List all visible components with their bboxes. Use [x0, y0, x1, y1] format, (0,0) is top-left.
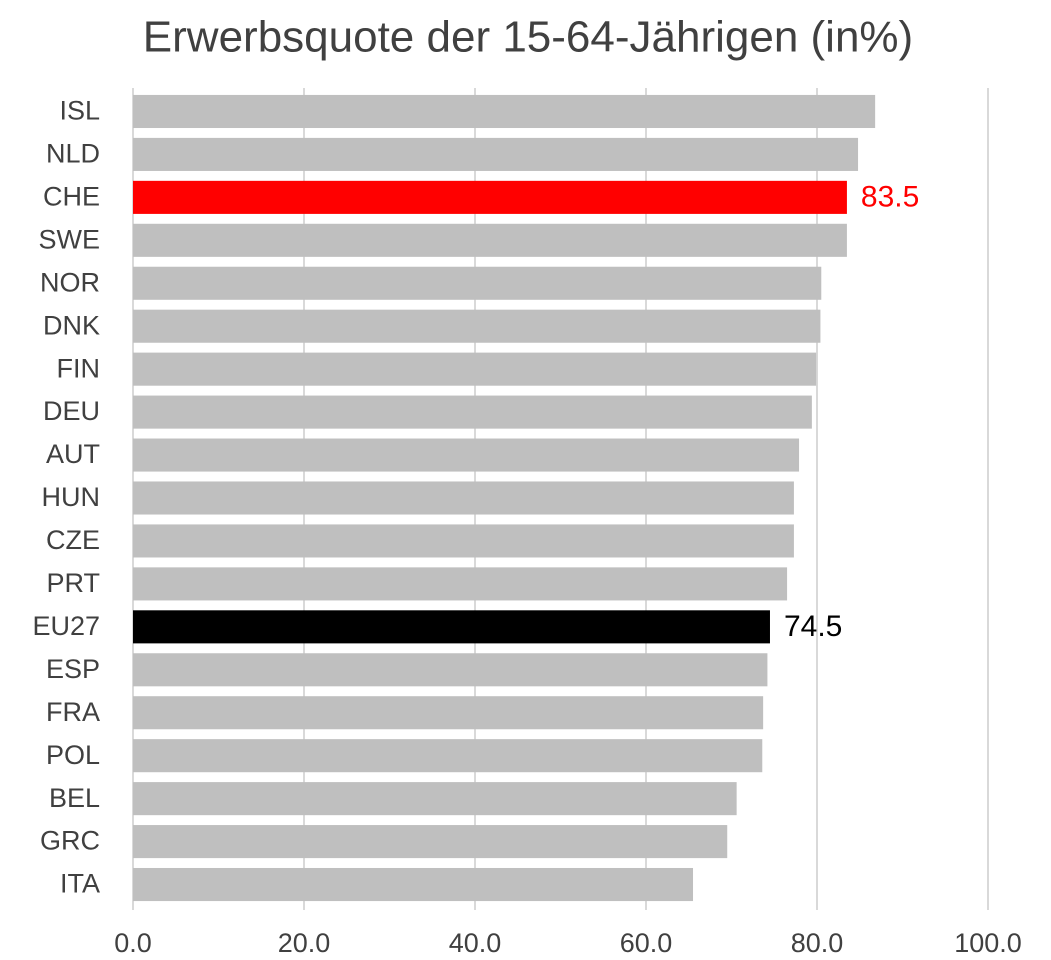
y-tick-label: CZE — [46, 525, 100, 555]
x-tick-label: 20.0 — [278, 928, 331, 958]
y-tick-label: CHE — [43, 181, 100, 211]
x-tick-label: 80.0 — [791, 928, 844, 958]
chart-title: Erwerbsquote der 15-64-Jährigen (in%) — [143, 13, 913, 62]
bar — [133, 352, 817, 386]
y-tick-label: PRT — [46, 568, 100, 598]
y-tick-label: ESP — [46, 654, 100, 684]
bar — [133, 825, 728, 859]
bar — [133, 94, 876, 129]
bar — [133, 266, 822, 300]
y-tick-label: FIN — [57, 353, 101, 383]
bar — [133, 524, 794, 558]
y-tick-label: DEU — [43, 396, 100, 426]
y-tick-label: GRC — [40, 826, 100, 856]
bar — [133, 739, 763, 773]
y-tick-label: POL — [46, 740, 100, 770]
bar — [133, 481, 794, 515]
y-tick-label: EU27 — [32, 611, 100, 641]
bar — [133, 653, 768, 687]
y-tick-label: NLD — [46, 139, 100, 169]
bar — [133, 610, 770, 644]
y-tick-label: ITA — [60, 869, 100, 899]
y-tick-label: NOR — [40, 267, 100, 297]
y-tick-label: AUT — [46, 439, 100, 469]
x-tick-label: 100.0 — [954, 928, 1022, 958]
bar — [133, 867, 694, 902]
bar — [133, 309, 821, 343]
bar — [133, 395, 812, 429]
x-tick-label: 40.0 — [449, 928, 502, 958]
y-tick-label: DNK — [43, 310, 100, 340]
bar — [133, 696, 764, 730]
y-tick-label: BEL — [49, 783, 100, 813]
bar — [133, 223, 847, 257]
x-tick-label: 60.0 — [620, 928, 673, 958]
bar — [133, 137, 859, 171]
value-label: 74.5 — [784, 610, 842, 643]
bar — [133, 180, 847, 214]
bar — [133, 782, 737, 816]
value-label: 83.5 — [861, 180, 919, 213]
bar — [133, 438, 800, 472]
y-tick-label: FRA — [46, 697, 100, 727]
y-tick-label: ISL — [59, 96, 100, 126]
y-tick-label: SWE — [38, 224, 100, 254]
bar — [133, 567, 788, 601]
x-tick-label: 0.0 — [114, 928, 152, 958]
y-tick-label: HUN — [42, 482, 101, 512]
